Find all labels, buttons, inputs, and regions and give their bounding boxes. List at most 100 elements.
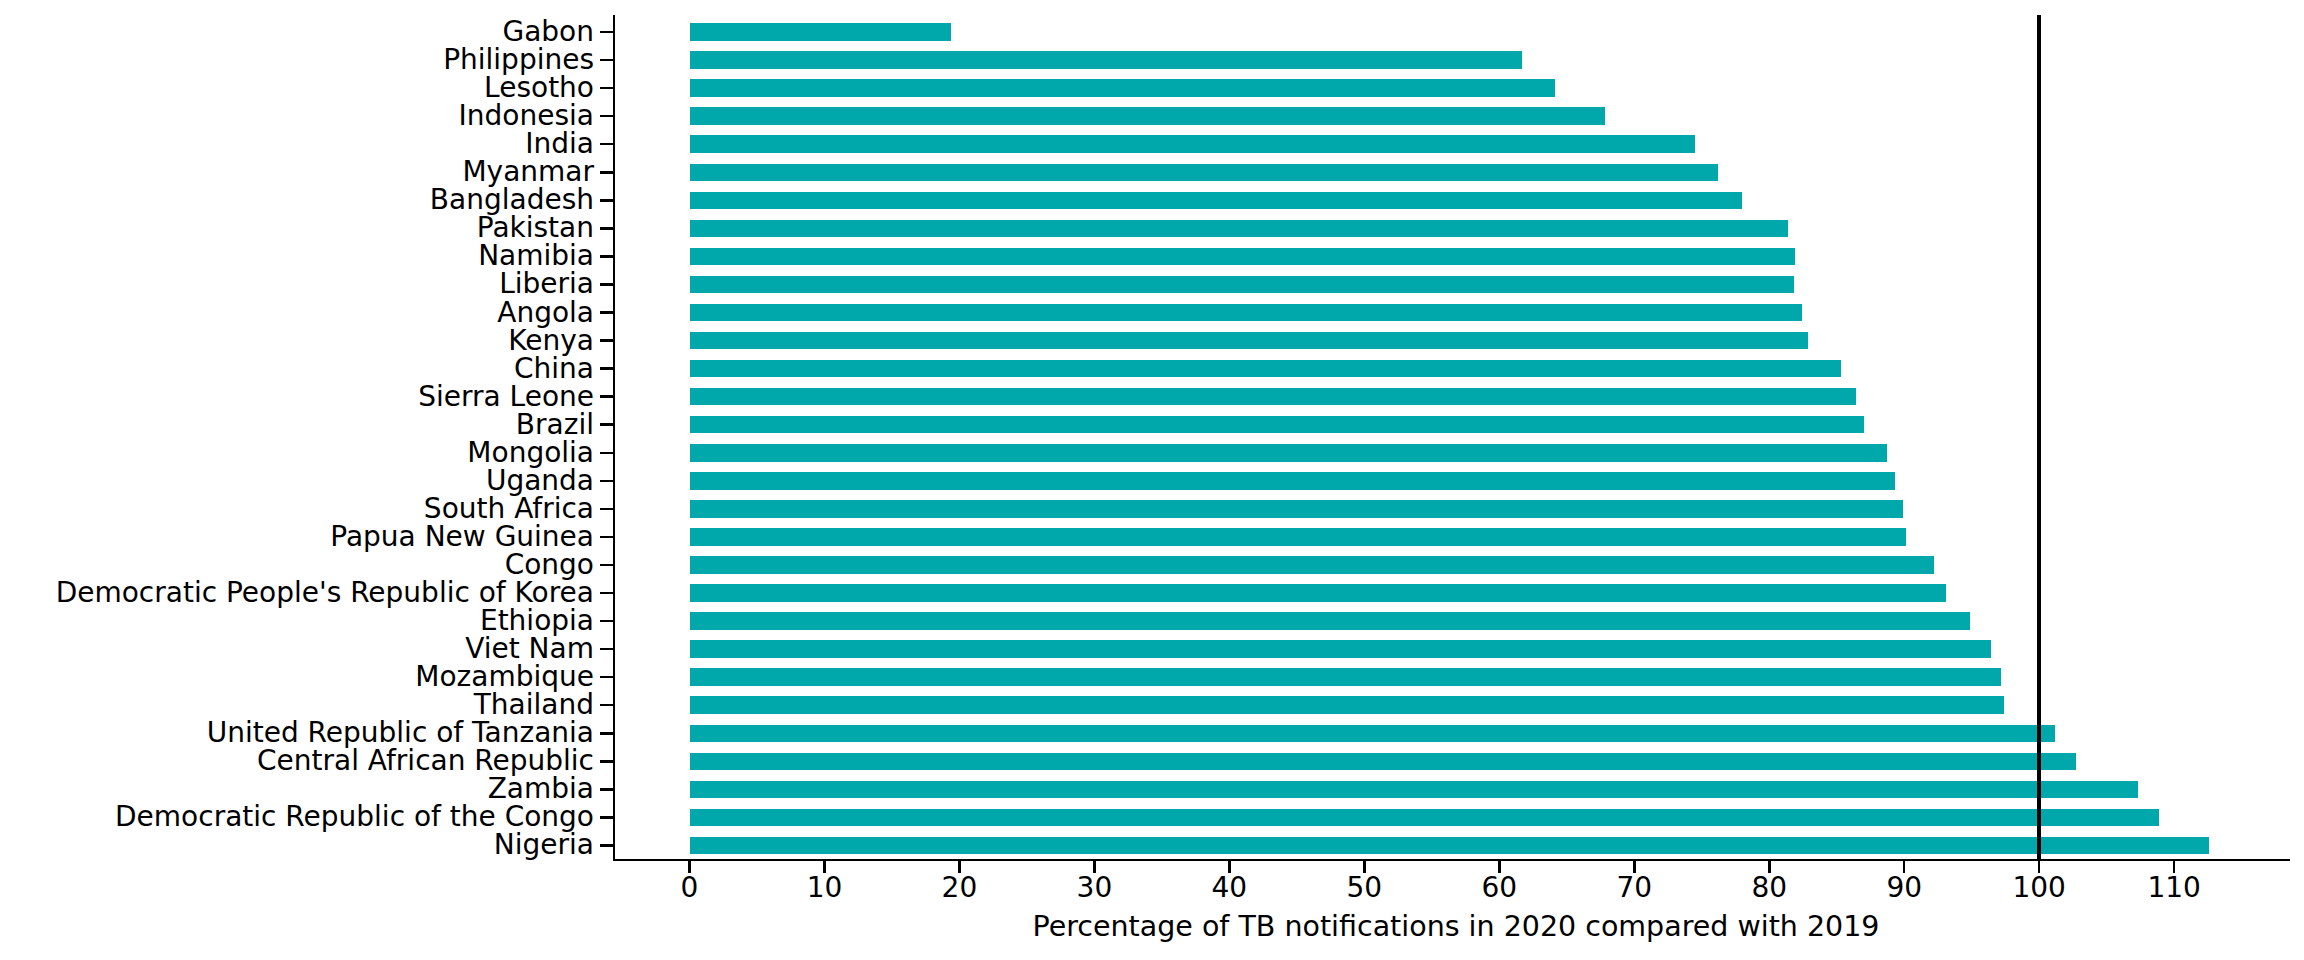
bar bbox=[690, 500, 1903, 518]
y-axis-tick bbox=[600, 311, 613, 314]
y-axis-label: China bbox=[514, 355, 594, 383]
y-axis-label: Zambia bbox=[488, 775, 594, 803]
y-axis-label: Ethiopia bbox=[480, 607, 594, 635]
y-axis-label: Democratic Republic of the Congo bbox=[115, 803, 594, 831]
x-axis-tick-label: 50 bbox=[1304, 874, 1424, 902]
bar bbox=[690, 416, 1864, 434]
y-axis-label: Angola bbox=[497, 299, 594, 327]
y-axis-label: Uganda bbox=[486, 467, 594, 495]
x-axis-tick-label: 70 bbox=[1574, 874, 1694, 902]
bar bbox=[690, 444, 1887, 462]
y-axis-tick bbox=[600, 788, 613, 791]
bar bbox=[690, 332, 1809, 350]
bar bbox=[690, 556, 1934, 574]
y-axis-tick bbox=[600, 59, 613, 62]
bar bbox=[690, 837, 2210, 855]
bar bbox=[690, 725, 2056, 743]
y-axis-tick bbox=[600, 199, 613, 202]
y-axis-label: Indonesia bbox=[459, 102, 594, 130]
y-axis-line bbox=[613, 15, 616, 861]
bar bbox=[690, 276, 1794, 294]
bar bbox=[690, 23, 952, 41]
bar bbox=[690, 360, 1841, 378]
y-axis-label: Brazil bbox=[516, 411, 594, 439]
y-axis-tick bbox=[600, 620, 613, 623]
y-axis-tick bbox=[600, 592, 613, 595]
x-axis-tick-label: 0 bbox=[630, 874, 750, 902]
y-axis-label: Thailand bbox=[474, 691, 594, 719]
y-axis-tick bbox=[600, 760, 613, 763]
x-axis-tick-label: 40 bbox=[1169, 874, 1289, 902]
x-axis-tick-label: 80 bbox=[1709, 874, 1829, 902]
y-axis-label: Democratic People's Republic of Korea bbox=[56, 579, 594, 607]
y-axis-tick bbox=[600, 227, 613, 230]
y-axis-label: Myanmar bbox=[462, 158, 594, 186]
y-axis-label: Namibia bbox=[478, 242, 594, 270]
y-axis-tick bbox=[600, 423, 613, 426]
y-axis-label: Papua New Guinea bbox=[330, 523, 594, 551]
bar bbox=[690, 51, 1523, 69]
tb-notifications-bar-chart: Percentage of TB notifications in 2020 c… bbox=[0, 0, 2304, 960]
bar bbox=[690, 388, 1856, 406]
bar bbox=[690, 696, 2005, 714]
reference-line-100 bbox=[2037, 15, 2041, 861]
x-axis-tick-label: 60 bbox=[1439, 874, 1559, 902]
y-axis-label: Lesotho bbox=[484, 74, 594, 102]
y-axis-label: United Republic of Tanzania bbox=[207, 719, 594, 747]
y-axis-tick bbox=[600, 564, 613, 567]
x-axis-tick-label: 110 bbox=[2114, 874, 2234, 902]
bar bbox=[690, 809, 2160, 827]
bar bbox=[690, 640, 1991, 658]
y-axis-tick bbox=[600, 676, 613, 679]
y-axis-tick bbox=[600, 648, 613, 651]
y-axis-label: Congo bbox=[505, 551, 594, 579]
y-axis-label: Nigeria bbox=[494, 831, 594, 859]
bar bbox=[690, 584, 1947, 602]
y-axis-label: Mozambique bbox=[415, 663, 594, 691]
y-axis-tick bbox=[600, 87, 613, 90]
y-axis-label: Kenya bbox=[508, 327, 594, 355]
y-axis-label: Philippines bbox=[443, 46, 594, 74]
y-axis-tick bbox=[600, 732, 613, 735]
y-axis-tick bbox=[600, 536, 613, 539]
y-axis-label: Liberia bbox=[499, 270, 594, 298]
bar bbox=[690, 79, 1555, 97]
y-axis-label: Bangladesh bbox=[430, 186, 594, 214]
x-axis-tick-label: 100 bbox=[1979, 874, 2099, 902]
bar bbox=[690, 107, 1605, 125]
y-axis-label: Mongolia bbox=[467, 439, 594, 467]
y-axis-tick bbox=[600, 816, 613, 819]
y-axis-tick bbox=[600, 115, 613, 118]
y-axis-tick bbox=[600, 171, 613, 174]
y-axis-tick bbox=[600, 31, 613, 34]
y-axis-tick bbox=[600, 255, 613, 258]
y-axis-label: South Africa bbox=[424, 495, 594, 523]
y-axis-label: Central African Republic bbox=[257, 747, 594, 775]
y-axis-tick bbox=[600, 452, 613, 455]
bar bbox=[690, 248, 1795, 266]
y-axis-label: Sierra Leone bbox=[418, 383, 594, 411]
bar bbox=[690, 304, 1802, 322]
y-axis-label: Gabon bbox=[502, 18, 594, 46]
bar bbox=[690, 135, 1696, 153]
y-axis-tick bbox=[600, 480, 613, 483]
y-axis-tick bbox=[600, 143, 613, 146]
y-axis-tick bbox=[600, 367, 613, 370]
y-axis-tick bbox=[600, 844, 613, 847]
y-axis-label: Viet Nam bbox=[465, 635, 594, 663]
y-axis-tick bbox=[600, 704, 613, 707]
bar bbox=[690, 612, 1971, 630]
bar bbox=[690, 781, 2138, 799]
y-axis-label: India bbox=[525, 130, 594, 158]
bar bbox=[690, 528, 1906, 546]
y-axis-tick bbox=[600, 339, 613, 342]
bar bbox=[690, 668, 2002, 686]
x-axis-tick-label: 10 bbox=[764, 874, 884, 902]
y-axis-label: Pakistan bbox=[477, 214, 594, 242]
x-axis-tick-label: 20 bbox=[899, 874, 1019, 902]
y-axis-tick bbox=[600, 508, 613, 511]
bar bbox=[690, 192, 1743, 210]
bar bbox=[690, 220, 1789, 238]
y-axis-tick bbox=[600, 395, 613, 398]
y-axis-tick bbox=[600, 283, 613, 286]
